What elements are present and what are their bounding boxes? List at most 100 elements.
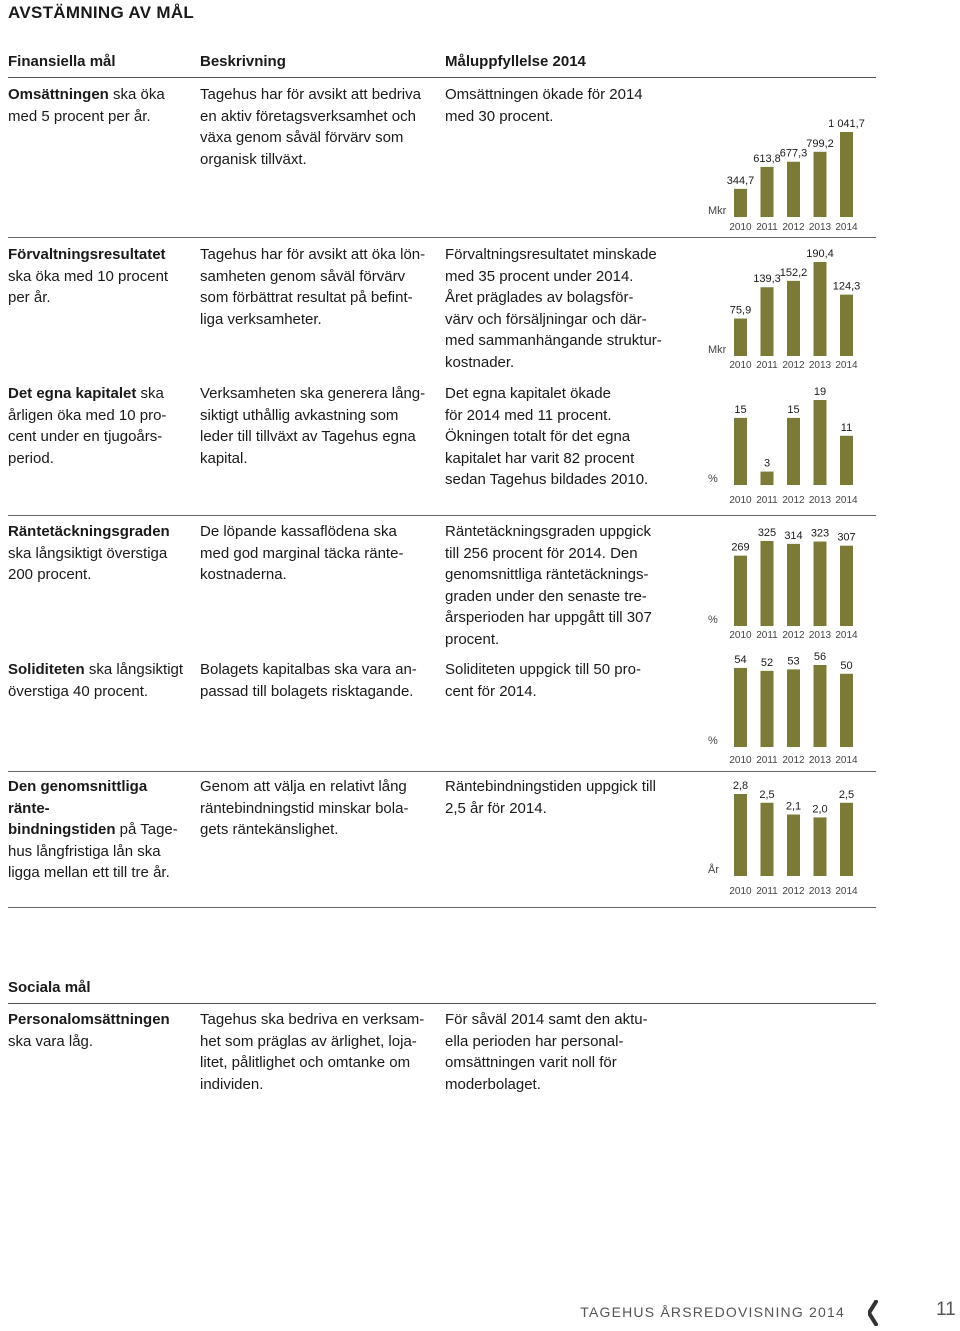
bar-2014 — [840, 802, 853, 876]
bar-value-label: 15 — [787, 404, 799, 416]
bar-value-label: 56 — [814, 651, 826, 663]
chart-operating-result: Mkr 75,9 2010 139,3 2011 152,2 2012 190,4 2013 12… — [696, 244, 868, 374]
bar-value-label: 2,0 — [812, 803, 827, 815]
goal-row-interest-binding: Den genomsnittliga ränte- bindningstiden… — [8, 776, 876, 908]
footer-brand: TAGEHUS ÅRSREDOVISNING 2014 — [580, 1304, 845, 1320]
bar-value-label: 190,4 — [806, 248, 834, 260]
year-tick-label: 2014 — [835, 630, 858, 641]
year-tick-label: 2010 — [729, 222, 752, 233]
bar-2012 — [787, 543, 800, 626]
year-tick-label: 2014 — [835, 886, 858, 897]
page-number: 11 — [936, 1299, 956, 1320]
bar-2014 — [840, 673, 853, 747]
bar-2010 — [734, 417, 747, 485]
bar-chart: Mkr 75,9 2010 139,3 2011 152,2 2012 190,4 2013 12… — [708, 248, 861, 371]
bar-value-label: 52 — [761, 657, 773, 669]
year-tick-label: 2012 — [782, 886, 805, 897]
bar-2011 — [760, 287, 774, 356]
chart-interest-binding: År 2,8 2010 2,5 2011 2,1 2012 2,0 2013 2,5 2014 — [696, 776, 868, 897]
year-tick-label: 2014 — [835, 360, 858, 371]
bar-value-label: 124,3 — [833, 281, 861, 293]
goal-cell: Soliditeten ska långsiktigt överstiga 40… — [8, 661, 184, 700]
bar-2011 — [760, 541, 774, 626]
goal-row-revenue: Omsättningen ska öka med 5 procent per å… — [8, 84, 876, 238]
bar-value-label: 2,1 — [786, 801, 801, 813]
year-tick-label: 2011 — [756, 630, 778, 641]
bar-value-label: 307 — [837, 532, 855, 544]
year-tick-label: 2012 — [782, 222, 805, 233]
bar-value-label: 152,2 — [780, 267, 808, 279]
bar-value-label: 314 — [784, 530, 802, 542]
bar-2013 — [813, 262, 827, 356]
year-tick-label: 2010 — [729, 630, 752, 641]
goal-row-equity: Det egna kapitalet ska årligen öka med 1… — [8, 383, 876, 516]
year-tick-label: 2013 — [809, 495, 832, 506]
social-header-title: Sociala mål — [8, 979, 91, 996]
result-cell: Det egna kapitalet ökade för 2014 med 11… — [445, 385, 649, 489]
year-tick-label: 2012 — [782, 495, 805, 506]
goal-cell: Förvaltningsresultatet ska öka med 10 pr… — [8, 246, 169, 307]
bar-2012 — [787, 280, 800, 356]
bar-2012 — [787, 417, 800, 485]
bar-2012 — [787, 669, 800, 747]
bar-value-label: 323 — [811, 528, 829, 540]
bar-2010 — [734, 794, 747, 876]
chart-unit-label: Mkr — [708, 205, 727, 217]
year-tick-label: 2010 — [729, 755, 752, 766]
bar-2011 — [760, 802, 774, 876]
chart-solidity: % 54 2010 52 2011 53 2012 56 2013 50 2014 — [696, 651, 868, 766]
year-tick-label: 2014 — [835, 222, 858, 233]
goal-row-interest-coverage: Räntetäckningsgraden ska långsiktigt öve… — [8, 521, 876, 649]
bar-chart: År 2,8 2010 2,5 2011 2,1 2012 2,0 2013 2,5 2014 — [708, 780, 858, 897]
result-cell: Soliditeten uppgick till 50 pro- cent fö… — [445, 661, 641, 700]
bar-chart: Mkr 344,7 2010 613,8 2011 677,3 2012 799,2 2013 1… — [708, 118, 865, 233]
year-tick-label: 2012 — [782, 630, 805, 641]
bar-value-label: 344,7 — [727, 175, 755, 187]
year-tick-label: 2011 — [756, 222, 778, 233]
header-description: Beskrivning — [200, 53, 286, 70]
year-tick-label: 2011 — [756, 755, 778, 766]
bar-value-label: 269 — [731, 542, 749, 554]
bar-value-label: 3 — [764, 458, 770, 470]
year-tick-label: 2010 — [729, 360, 752, 371]
year-tick-label: 2014 — [835, 495, 858, 506]
year-tick-label: 2011 — [756, 495, 778, 506]
result-cell: Förvaltningsresultatet minskade med 35 p… — [445, 246, 662, 371]
bar-2010 — [734, 318, 747, 356]
chevron-left-icon — [866, 1298, 879, 1331]
bar-chart: % 269 2010 325 2011 314 2012 323 2013 307 2014 — [708, 527, 858, 641]
page-title: AVSTÄMNING AV MÅL — [8, 3, 195, 22]
bar-value-label: 1 041,7 — [828, 118, 865, 130]
year-tick-label: 2012 — [782, 755, 805, 766]
description-cell: Genom att välja en relativt lång räntebi… — [200, 778, 409, 839]
bar-2010 — [734, 667, 747, 747]
bar-2014 — [840, 294, 853, 356]
bar-2012 — [787, 814, 800, 876]
bar-2011 — [760, 471, 774, 485]
year-tick-label: 2011 — [756, 886, 778, 897]
bar-value-label: 53 — [787, 655, 799, 667]
goal-cell: Omsättningen ska öka med 5 procent per å… — [8, 86, 165, 125]
goal-cell: Personalomsättningen ska vara låg. — [8, 1011, 170, 1050]
bar-value-label: 799,2 — [806, 138, 834, 150]
bar-value-label: 15 — [734, 404, 746, 416]
bar-2013 — [813, 541, 827, 626]
description-cell: Bolagets kapitalbas ska vara an- passad … — [200, 661, 417, 700]
bar-2011 — [760, 166, 774, 217]
chart-unit-label: Mkr — [708, 344, 727, 356]
chart-equity: % 15 2010 3 2011 15 2012 19 2013 11 2014 — [696, 383, 868, 508]
bar-2010 — [734, 555, 747, 626]
bar-2011 — [760, 670, 774, 747]
financial-header: Finansiella mål Beskrivning Måluppfyllel… — [8, 53, 876, 78]
bar-value-label: 677,3 — [780, 148, 808, 160]
chart-unit-label: % — [708, 473, 718, 485]
description-cell: Tagehus har för avsikt att bedriva en ak… — [200, 86, 421, 168]
bar-value-label: 2,8 — [733, 780, 748, 792]
header-goals: Finansiella mål — [8, 53, 116, 70]
bar-value-label: 139,3 — [753, 273, 781, 285]
year-tick-label: 2013 — [809, 222, 832, 233]
bar-chart: % 15 2010 3 2011 15 2012 19 2013 11 2014 — [708, 386, 858, 506]
bar-value-label: 325 — [758, 527, 776, 539]
header-result: Måluppfyllelse 2014 — [445, 53, 586, 70]
description-cell: De löpande kassaflödena ska med god marg… — [200, 523, 404, 584]
